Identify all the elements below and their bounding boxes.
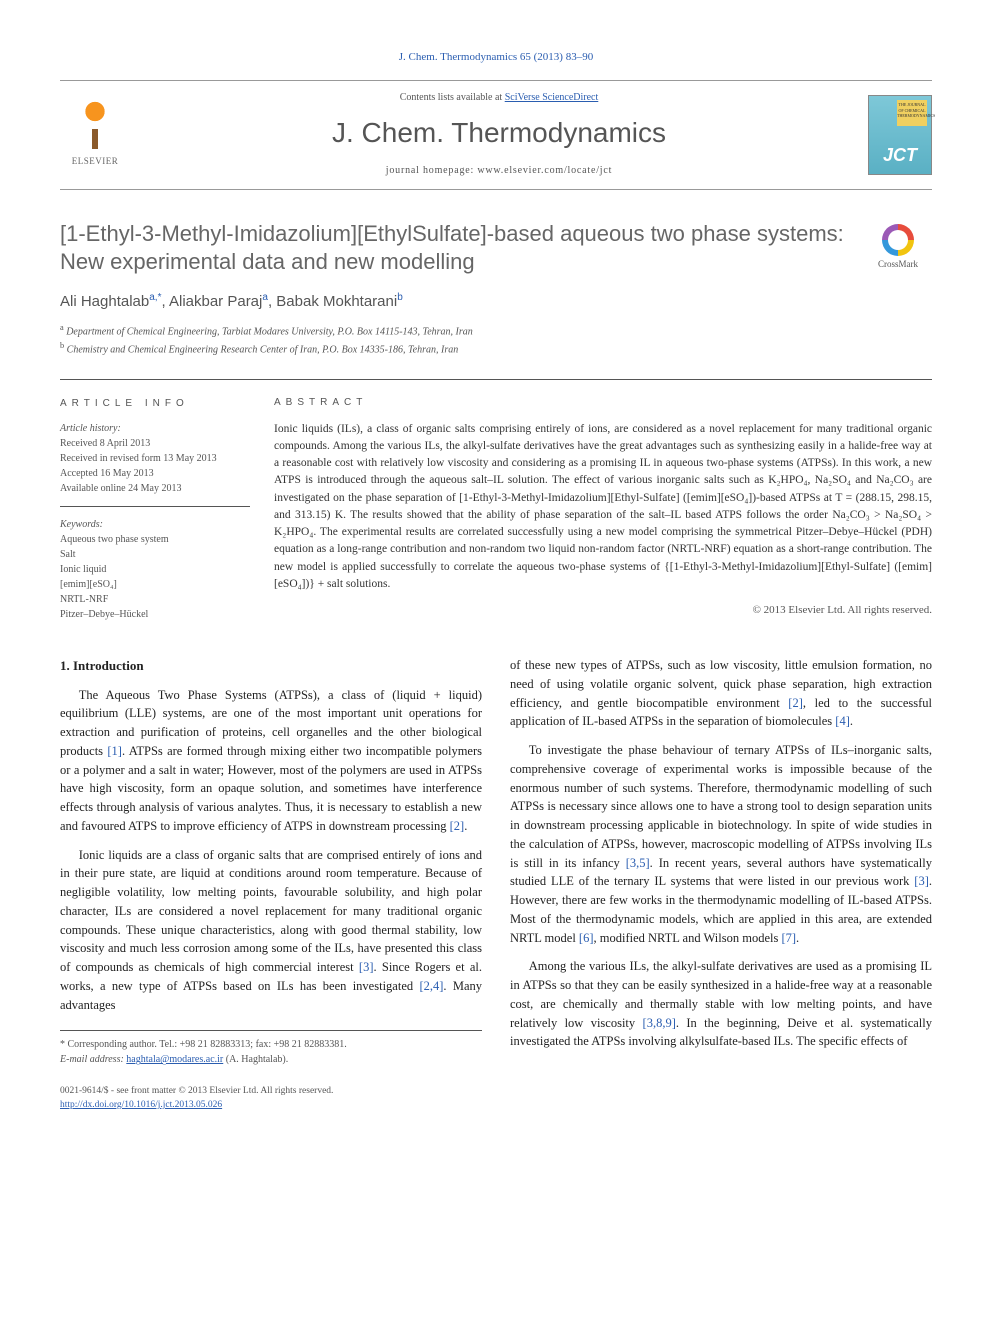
body-paragraph: To investigate the phase behaviour of te… [510,741,932,947]
homepage-url[interactable]: www.elsevier.com/locate/jct [477,165,612,176]
abstract-heading: abstract [274,396,932,411]
crossmark-label: CrossMark [864,258,932,271]
author-name[interactable]: Aliakbar Paraj [169,293,262,310]
corresponding-footnote: * Corresponding author. Tel.: +98 21 828… [60,1030,482,1067]
history-item: Received 8 April 2013 [60,436,250,451]
contents-line: Contents lists available at SciVerse Sci… [130,91,868,106]
abstract-text: Ionic liquids (ILs), a class of organic … [274,421,932,594]
doi-link[interactable]: http://dx.doi.org/10.1016/j.jct.2013.05.… [60,1100,222,1110]
keyword-item: Pitzer–Debye–Hückel [60,607,250,622]
body-paragraph: Ionic liquids are a class of organic sal… [60,846,482,1015]
journal-cover-thumbnail: THE JOURNAL OF CHEMICAL THERMODYNAMICS J… [868,95,932,175]
publisher-logo: ELSEVIER [60,101,130,168]
author-sup: b [397,292,403,303]
author-sup: a [262,292,268,303]
keywords-label: Keywords: [60,517,250,532]
affiliation-text: Chemistry and Chemical Engineering Resea… [67,344,459,355]
author-sup: a,* [149,292,161,303]
corresponding-email-link[interactable]: haghtala@modares.ac.ir [126,1054,223,1065]
crossmark-badge[interactable]: CrossMark [864,224,932,271]
history-item: Accepted 16 May 2013 [60,466,250,481]
body-two-column: 1. Introduction The Aqueous Two Phase Sy… [60,656,932,1067]
cover-badge: JCT [869,142,931,168]
crossmark-icon [882,224,914,256]
article-title: [1-Ethyl-3-Methyl-Imidazolium][EthylSulf… [60,220,932,277]
keyword-item: NRTL-NRF [60,592,250,607]
history-item: Available online 24 May 2013 [60,481,250,496]
history-label: Article history: [60,421,250,436]
elsevier-tree-icon [70,101,120,151]
corresponding-author-line: * Corresponding author. Tel.: +98 21 828… [60,1037,482,1052]
affiliations: a Department of Chemical Engineering, Ta… [60,322,932,357]
body-paragraph: of these new types of ATPSs, such as low… [510,656,932,731]
abstract-copyright: © 2013 Elsevier Ltd. All rights reserved… [274,603,932,619]
homepage-prefix: journal homepage: [386,165,478,176]
author-name[interactable]: Ali Haghtalab [60,293,149,310]
affiliation-sup: b [60,341,64,350]
left-column: 1. Introduction The Aqueous Two Phase Sy… [60,656,482,1067]
right-column: of these new types of ATPSs, such as low… [510,656,932,1067]
author-list: Ali Haghtalaba,*, Aliakbar Paraja, Babak… [60,291,932,313]
section-heading-intro: 1. Introduction [60,656,482,676]
abstract-column: abstract Ionic liquids (ILs), a class of… [274,396,932,622]
journal-homepage: journal homepage: www.elsevier.com/locat… [130,164,868,179]
history-item: Received in revised form 13 May 2013 [60,451,250,466]
keyword-item: Ionic liquid [60,562,250,577]
affiliation-text: Department of Chemical Engineering, Tarb… [66,327,473,338]
sciencedirect-link[interactable]: SciVerse ScienceDirect [505,92,599,103]
affiliation-sup: a [60,323,64,332]
keyword-item: Aqueous two phase system [60,532,250,547]
footer-copyright-line: 0021-9614/$ - see front matter © 2013 El… [60,1085,333,1099]
email-label: E-mail address: [60,1054,124,1065]
keyword-item: [emim][eSO₄] [60,577,250,592]
journal-header: ELSEVIER Contents lists available at Sci… [60,80,932,190]
publisher-name: ELSEVIER [68,155,122,168]
body-paragraph: Among the various ILs, the alkyl-sulfate… [510,957,932,1051]
contents-prefix: Contents lists available at [400,92,505,103]
keyword-item: Salt [60,547,250,562]
journal-reference: J. Chem. Thermodynamics 65 (2013) 83–90 [60,50,932,66]
body-paragraph: The Aqueous Two Phase Systems (ATPSs), a… [60,686,482,836]
cover-label: THE JOURNAL OF CHEMICAL THERMODYNAMICS [897,100,927,126]
email-author: (A. Haghtalab). [226,1054,288,1065]
author-name[interactable]: Babak Mokhtarani [276,293,397,310]
page-footer: 0021-9614/$ - see front matter © 2013 El… [60,1085,932,1113]
journal-title: J. Chem. Thermodynamics [130,113,868,154]
article-info-sidebar: article info Article history: Received 8… [60,396,250,622]
article-info-heading: article info [60,396,250,411]
